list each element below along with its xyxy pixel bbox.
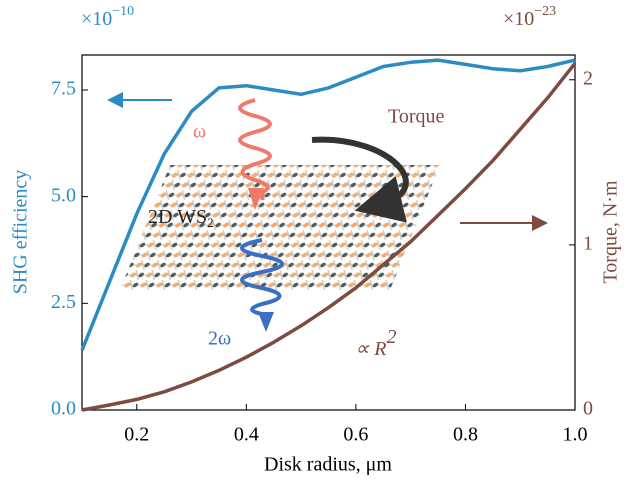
annotation: ω [193, 121, 206, 143]
annotation: Torque [388, 106, 444, 128]
y-tick-label: 2.5 [51, 291, 76, 313]
x-tick-label: 0.8 [453, 424, 478, 446]
annotation: 2ω [208, 328, 231, 350]
plot-frame [81, 54, 576, 411]
y2-tick-label: 0 [583, 398, 593, 420]
annotation: ∝ R2 [355, 326, 397, 360]
x-tick-label: 0.6 [343, 424, 368, 446]
x-axis-label: Disk radius, μm [264, 454, 392, 476]
y2-scale: ×10−23 [503, 4, 556, 29]
annotation: 2D WS2 [148, 206, 214, 230]
y-tick-label: 7.5 [51, 78, 76, 100]
y2-axis-label: Torque, N·m [600, 180, 622, 283]
data-line [81, 62, 577, 412]
x-tick-label: 0.2 [124, 424, 149, 446]
y2-tick-label: 2 [583, 67, 593, 89]
y-tick-label: 5.0 [51, 184, 76, 206]
y2-tick-label: 1 [583, 232, 593, 254]
data-line [80, 58, 576, 351]
y-axis-label: SHG efficiency [10, 170, 32, 295]
illustration [107, 92, 548, 332]
y-tick-label: 0.0 [51, 398, 76, 420]
x-tick-label: 0.4 [234, 424, 259, 446]
x-tick-label: 1.0 [563, 424, 588, 446]
y-scale: ×10−10 [81, 4, 134, 29]
